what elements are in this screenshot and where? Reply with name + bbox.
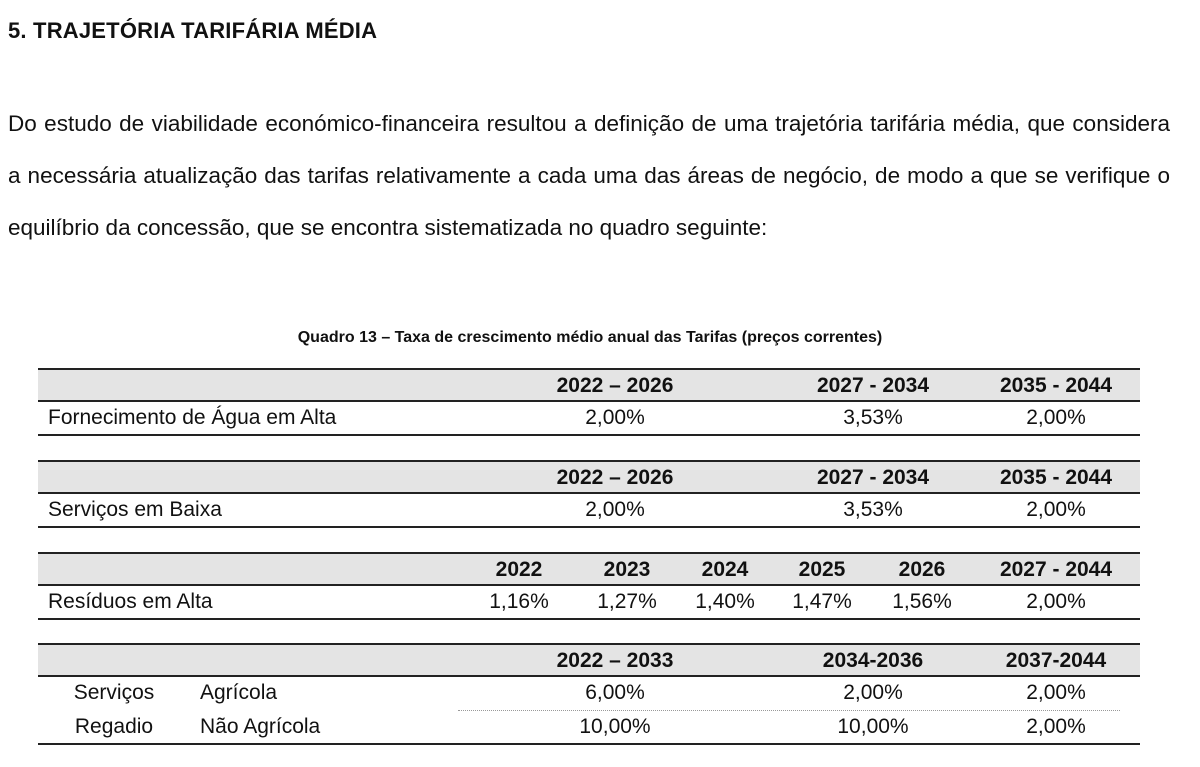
group-label: Serviços — [73, 681, 155, 704]
table-row: Serviços Agrícola 6,00% 2,00% 2,00% — [38, 677, 1140, 711]
rate-value: 1,16% — [489, 590, 549, 613]
header-period: 2022 – 2026 — [556, 466, 674, 489]
table-row: Regadio Não Agrícola 10,00% 10,00% 2,00% — [38, 711, 1140, 745]
rate-value: 1,56% — [892, 590, 952, 613]
rate-value: 10,00% — [837, 715, 909, 738]
rate-value: 10,00% — [579, 715, 651, 738]
header-year: 2022 — [495, 558, 543, 581]
table-caption: Quadro 13 – Taxa de crescimento médio an… — [297, 329, 883, 346]
rate-value: 2,00% — [585, 498, 645, 521]
header-period: 2037-2044 — [1005, 649, 1107, 672]
header-period: 2035 - 2044 — [999, 374, 1113, 397]
rate-value: 2,00% — [1026, 406, 1086, 429]
table-servicos-baixa: 2022 – 2026 2027 - 2034 2035 - 2044 Serv… — [38, 460, 1140, 528]
header-period: 2035 - 2044 — [999, 466, 1113, 489]
table-servicos-regadio: 2022 – 2033 2034-2036 2037-2044 Serviços… — [38, 643, 1140, 745]
rate-value: 2,00% — [1026, 498, 1086, 521]
rate-value: 2,00% — [1026, 715, 1086, 738]
header-year: 2026 — [898, 558, 946, 581]
row-label: Não Agrícola — [200, 715, 321, 738]
rate-value: 2,00% — [843, 681, 903, 704]
table-row: Fornecimento de Água em Alta 2,00% 3,53%… — [38, 402, 1140, 436]
header-period: 2027 - 2034 — [816, 374, 930, 397]
table-header-row: 2022 – 2026 2027 - 2034 2035 - 2044 — [38, 368, 1140, 402]
row-label: Serviços em Baixa — [48, 498, 222, 521]
rate-value: 1,40% — [695, 590, 755, 613]
table-agua-alta: 2022 – 2026 2027 - 2034 2035 - 2044 Forn… — [38, 368, 1140, 436]
body-paragraph: Do estudo de viabilidade económico-finan… — [8, 111, 1170, 240]
header-period: 2034-2036 — [822, 649, 924, 672]
rate-value: 6,00% — [585, 681, 645, 704]
table-header-row: 2022 – 2033 2034-2036 2037-2044 — [38, 643, 1140, 677]
table-row: Resíduos em Alta 1,16% 1,27% 1,40% 1,47%… — [38, 586, 1140, 620]
rate-value: 3,53% — [843, 406, 903, 429]
rate-value: 2,00% — [585, 406, 645, 429]
header-period: 2027 - 2034 — [816, 466, 930, 489]
header-year: 2024 — [701, 558, 749, 581]
table-residuos-alta: 2022 2023 2024 2025 2026 2027 - 2044 Res… — [38, 552, 1140, 620]
row-label: Fornecimento de Água em Alta — [48, 406, 337, 429]
header-period: 2022 – 2026 — [556, 374, 674, 397]
group-label: Regadio — [74, 715, 154, 738]
row-separator — [458, 710, 1120, 711]
rate-value: 1,27% — [597, 590, 657, 613]
rate-value: 2,00% — [1026, 681, 1086, 704]
rate-value: 2,00% — [1026, 590, 1086, 613]
rate-value: 3,53% — [843, 498, 903, 521]
row-label: Agrícola — [200, 681, 278, 704]
header-period: 2027 - 2044 — [999, 558, 1113, 581]
table-header-row: 2022 2023 2024 2025 2026 2027 - 2044 — [38, 552, 1140, 586]
table-header-row: 2022 – 2026 2027 - 2034 2035 - 2044 — [38, 460, 1140, 494]
row-label: Resíduos em Alta — [48, 590, 213, 613]
header-period: 2022 – 2033 — [556, 649, 674, 672]
section-heading: 5. TRAJETÓRIA TARIFÁRIA MÉDIA — [8, 18, 378, 43]
rate-value: 1,47% — [792, 590, 852, 613]
header-year: 2023 — [603, 558, 651, 581]
header-year: 2025 — [798, 558, 846, 581]
table-row: Serviços em Baixa 2,00% 3,53% 2,00% — [38, 494, 1140, 528]
